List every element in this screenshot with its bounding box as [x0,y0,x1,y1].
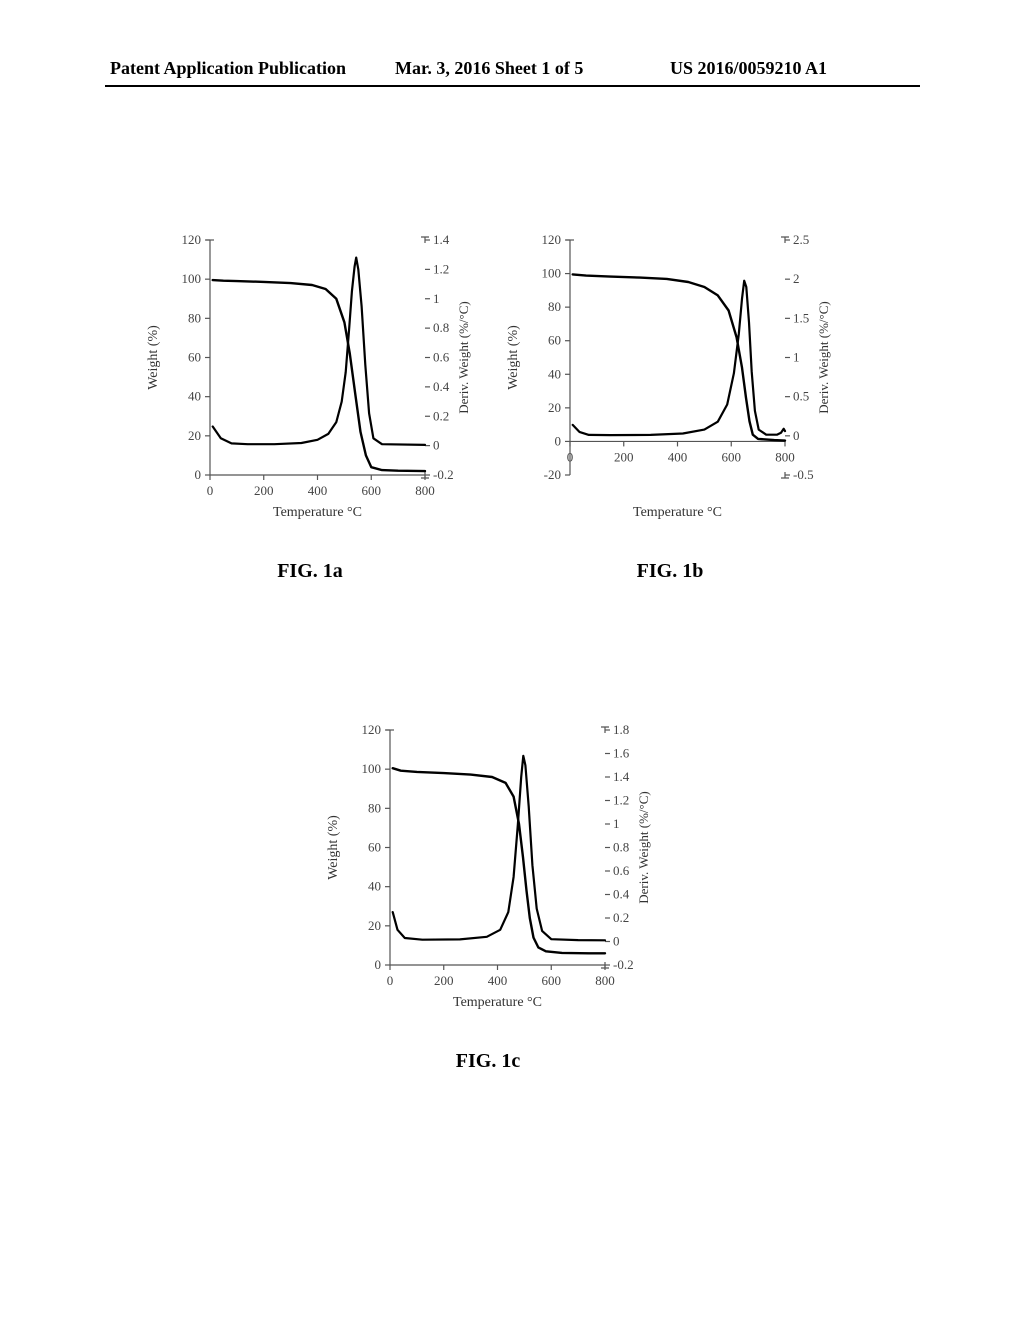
svg-text:120: 120 [542,232,562,247]
svg-text:Weight (%): Weight (%) [506,325,521,390]
svg-text:1.2: 1.2 [613,793,629,808]
svg-text:0.6: 0.6 [433,350,450,365]
svg-text:0.2: 0.2 [613,910,629,925]
svg-text:20: 20 [188,428,201,443]
svg-text:0: 0 [433,438,440,453]
svg-text:400: 400 [668,449,688,464]
svg-text:1: 1 [613,816,620,831]
svg-text:120: 120 [182,232,202,247]
svg-text:80: 80 [188,310,201,325]
svg-text:0: 0 [555,433,562,448]
svg-text:-20: -20 [544,467,561,482]
svg-text:100: 100 [542,266,562,281]
header-left: Patent Application Publication [110,58,346,79]
svg-text:600: 600 [362,483,382,498]
svg-text:60: 60 [548,333,561,348]
svg-text:0: 0 [613,934,620,949]
svg-text:40: 40 [368,879,381,894]
svg-text:60: 60 [368,840,381,855]
svg-text:80: 80 [548,299,561,314]
page: Patent Application Publication Mar. 3, 2… [0,0,1024,1320]
svg-text:1: 1 [433,291,440,306]
svg-text:100: 100 [182,271,202,286]
svg-text:600: 600 [722,449,742,464]
svg-text:0: 0 [793,428,800,443]
svg-text:80: 80 [368,800,381,815]
svg-text:Temperature °C: Temperature °C [633,505,722,520]
caption-fig1b: FIG. 1b [610,560,730,583]
svg-text:100: 100 [362,761,382,776]
svg-text:0: 0 [195,467,202,482]
svg-text:Deriv. Weight (%/°C): Deriv. Weight (%/°C) [456,301,471,413]
svg-text:Weight (%): Weight (%) [146,325,161,390]
svg-text:0.4: 0.4 [433,379,450,394]
svg-text:-0.2: -0.2 [613,957,634,972]
svg-text:0: 0 [567,449,574,464]
svg-text:-0.5: -0.5 [793,467,814,482]
svg-text:40: 40 [548,366,561,381]
svg-text:800: 800 [415,483,435,498]
figure-1a: 0 200 400 600 800 0 20 40 60 80 100 120 -0.2 0 0.2 0.4 0… [135,230,480,530]
svg-text:0.8: 0.8 [613,840,629,855]
svg-text:0.8: 0.8 [433,320,449,335]
svg-text:0.4: 0.4 [613,887,630,902]
svg-text:2: 2 [793,271,800,286]
svg-text:1.8: 1.8 [613,722,629,737]
svg-text:20: 20 [548,400,561,415]
svg-text:0: 0 [207,483,214,498]
caption-fig1c: FIG. 1c [428,1050,548,1073]
figure-1c: 0 200 400 600 800 0 20 40 60 80 100 120 -0.2 0 0.2 0.4 0… [315,720,660,1020]
svg-text:120: 120 [362,722,382,737]
svg-text:400: 400 [488,973,508,988]
svg-text:600: 600 [542,973,562,988]
svg-text:200: 200 [254,483,274,498]
svg-text:Deriv. Weight (%/°C): Deriv. Weight (%/°C) [816,301,831,413]
svg-text:400: 400 [308,483,328,498]
svg-text:0.2: 0.2 [433,408,449,423]
svg-text:800: 800 [595,973,615,988]
svg-text:1.5: 1.5 [793,310,809,325]
svg-text:Temperature °C: Temperature °C [273,505,362,520]
svg-text:1.4: 1.4 [433,232,450,247]
svg-text:0: 0 [387,973,394,988]
svg-text:0: 0 [375,957,382,972]
svg-text:40: 40 [188,389,201,404]
svg-text:Deriv. Weight (%/°C): Deriv. Weight (%/°C) [636,791,651,903]
svg-text:-0.2: -0.2 [433,467,454,482]
svg-text:200: 200 [614,449,634,464]
figure-1b: 0 200 400 600 800 -20 0 20 40 60 80 100 120 -0.5 0 0.5 1… [495,230,840,530]
svg-text:20: 20 [368,918,381,933]
header-rule [105,85,920,87]
svg-text:1.2: 1.2 [433,261,449,276]
svg-text:Temperature °C: Temperature °C [453,995,542,1010]
svg-text:200: 200 [434,973,454,988]
svg-text:2.5: 2.5 [793,232,809,247]
header-center: Mar. 3, 2016 Sheet 1 of 5 [395,58,583,79]
svg-text:1.4: 1.4 [613,769,630,784]
svg-text:60: 60 [188,350,201,365]
svg-text:1.6: 1.6 [613,746,630,761]
header-right: US 2016/0059210 A1 [670,58,827,79]
svg-text:0.6: 0.6 [613,863,630,878]
svg-text:0.5: 0.5 [793,389,809,404]
svg-text:Weight (%): Weight (%) [326,815,341,880]
svg-text:1: 1 [793,350,800,365]
svg-text:800: 800 [775,449,795,464]
caption-fig1a: FIG. 1a [250,560,370,583]
